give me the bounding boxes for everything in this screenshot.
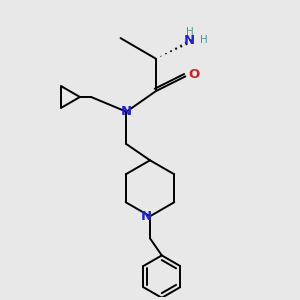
Text: H: H (200, 35, 208, 46)
Text: H: H (186, 27, 194, 37)
Text: N: N (121, 105, 132, 118)
Text: O: O (188, 68, 199, 81)
Text: N: N (184, 34, 195, 47)
Text: N: N (141, 210, 152, 223)
